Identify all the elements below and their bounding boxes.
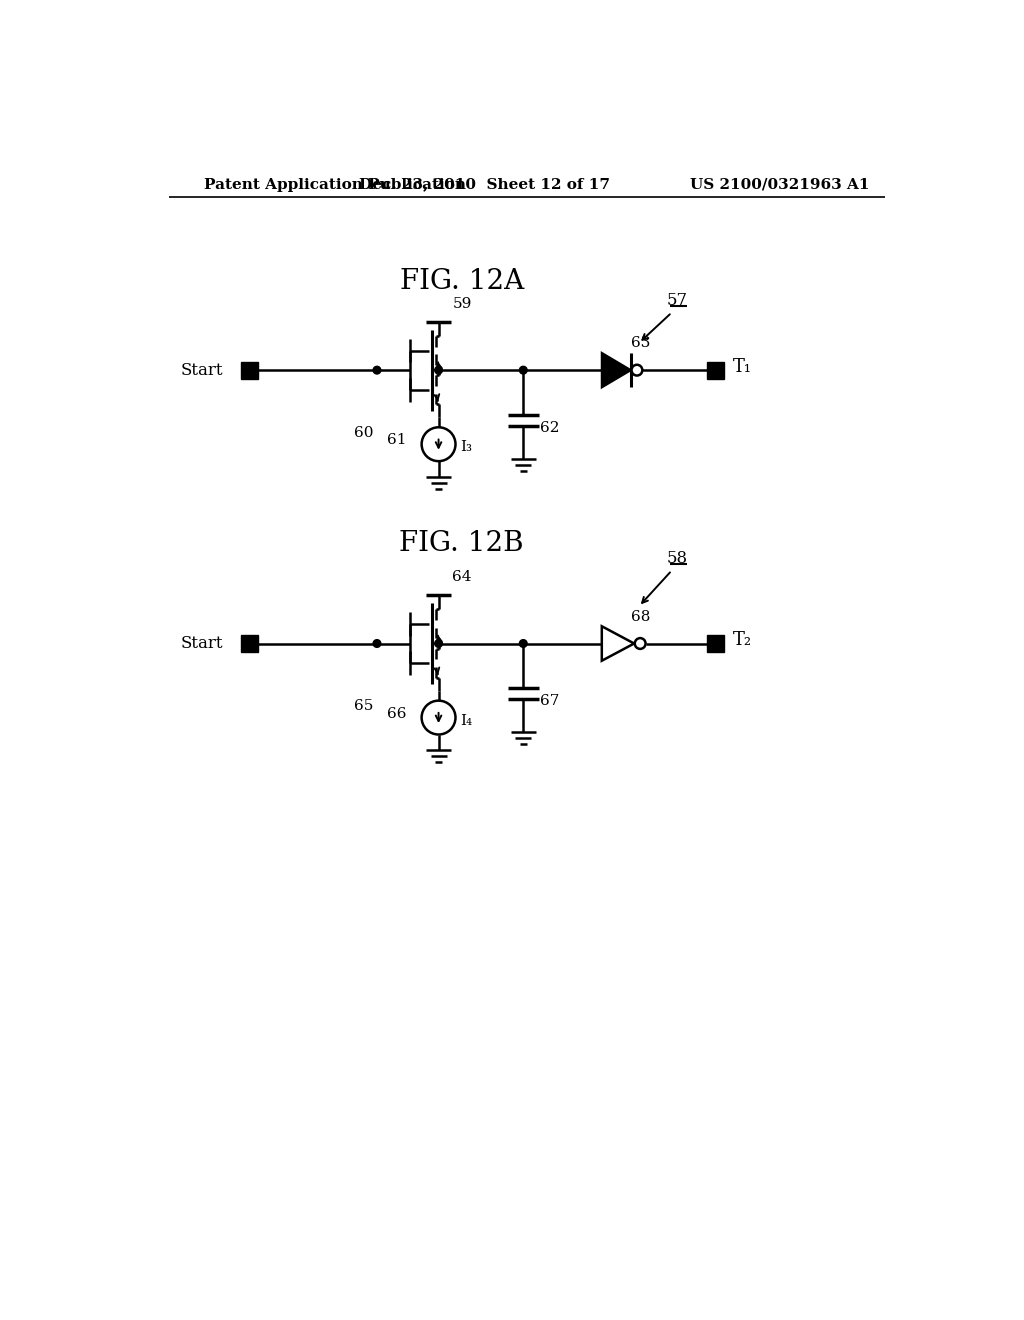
Text: Start: Start (180, 635, 223, 652)
Text: FIG. 12B: FIG. 12B (399, 529, 524, 557)
Text: I₃: I₃ (460, 441, 472, 454)
Bar (708, 362, 724, 379)
Polygon shape (602, 626, 634, 661)
Text: 68: 68 (631, 610, 650, 623)
Circle shape (632, 364, 642, 376)
Circle shape (635, 638, 645, 649)
Bar (242, 362, 258, 379)
Text: T₂: T₂ (733, 631, 752, 649)
Text: US 2100/0321963 A1: US 2100/0321963 A1 (690, 178, 869, 191)
Text: 62: 62 (541, 421, 560, 434)
Text: 64: 64 (453, 570, 472, 585)
Text: FIG. 12A: FIG. 12A (399, 268, 524, 296)
Text: 61: 61 (387, 433, 407, 447)
Text: 63: 63 (631, 337, 650, 350)
Text: 66: 66 (387, 706, 407, 721)
Text: 65: 65 (353, 698, 373, 713)
Text: Patent Application Publication: Patent Application Publication (204, 178, 466, 191)
Text: 67: 67 (541, 694, 559, 709)
Circle shape (435, 367, 442, 374)
Text: 59: 59 (453, 297, 472, 312)
Circle shape (373, 367, 381, 374)
Polygon shape (602, 352, 631, 387)
Circle shape (373, 640, 381, 647)
Bar (242, 635, 258, 652)
Text: T₁: T₁ (733, 358, 752, 376)
Text: 57: 57 (667, 292, 688, 309)
Text: 58: 58 (667, 550, 688, 568)
Circle shape (519, 640, 527, 647)
Bar (708, 635, 724, 652)
Text: I₄: I₄ (460, 714, 472, 727)
Text: Dec. 23, 2010  Sheet 12 of 17: Dec. 23, 2010 Sheet 12 of 17 (359, 178, 610, 191)
Text: Start: Start (180, 362, 223, 379)
Circle shape (435, 640, 442, 647)
Text: 60: 60 (353, 425, 373, 440)
Circle shape (519, 367, 527, 374)
